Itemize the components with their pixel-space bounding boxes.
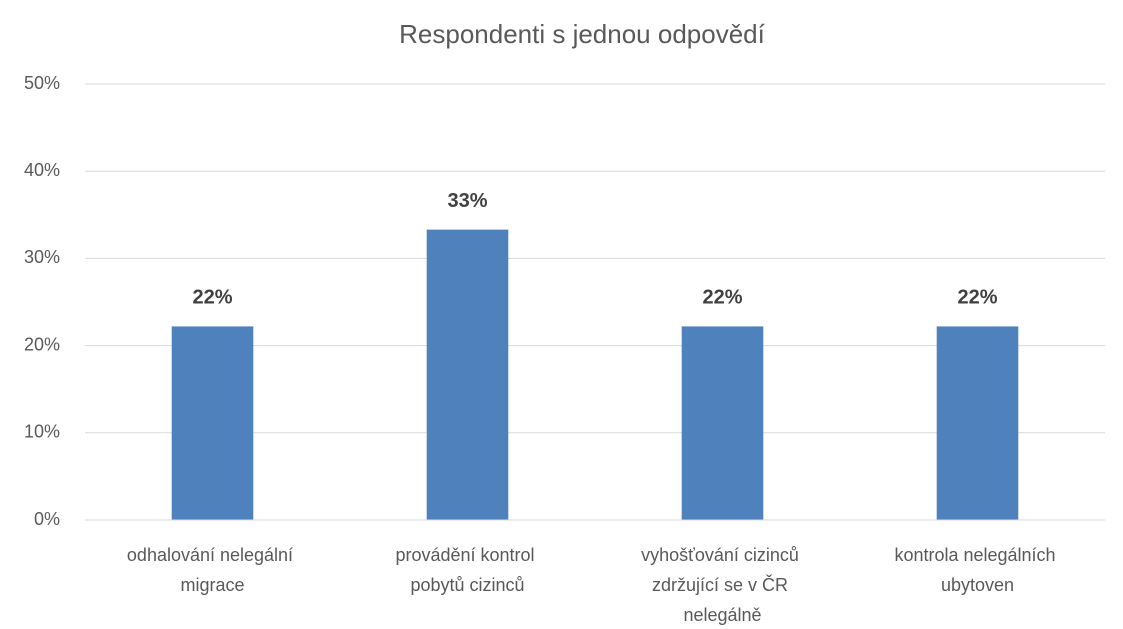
bar — [426, 229, 509, 520]
y-tick-label: 50% — [24, 73, 60, 93]
x-tick-label: odhalování nelegální migrace — [127, 545, 298, 595]
value-label: 22% — [957, 287, 997, 309]
y-tick-label: 10% — [24, 422, 60, 442]
y-tick-label: 30% — [24, 247, 60, 267]
x-tick-label: vyhošťování cizinců zdržující se v ČR ne… — [641, 545, 804, 625]
x-tick-label: kontrola nelegálních ubytoven — [894, 545, 1060, 595]
value-label: 22% — [702, 287, 742, 309]
value-label: 22% — [192, 287, 232, 309]
y-tick-label: 0% — [34, 509, 60, 529]
bar — [936, 326, 1019, 520]
value-label: 33% — [447, 190, 487, 212]
bar — [171, 326, 254, 520]
y-tick-label: 40% — [24, 160, 60, 180]
bar — [681, 326, 764, 520]
x-tick-label: provádění kontrol pobytů cizinců — [395, 545, 539, 595]
chart-title: Respondenti s jednou odpovědí — [399, 19, 766, 49]
y-tick-label: 20% — [24, 334, 60, 354]
